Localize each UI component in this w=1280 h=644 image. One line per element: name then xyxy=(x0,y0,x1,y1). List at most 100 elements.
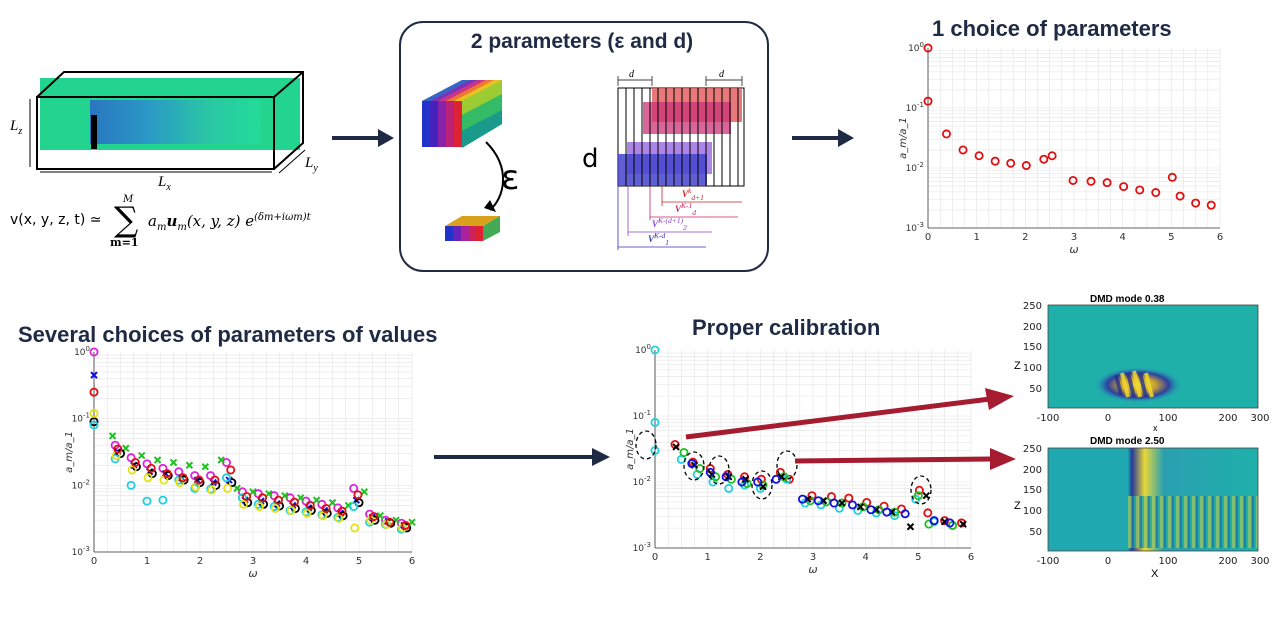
x-tick-label: 1 xyxy=(973,232,979,243)
y-tick-label: 10-1 xyxy=(72,412,90,425)
x-tick-label: 4 xyxy=(1119,232,1125,243)
data-point xyxy=(281,491,289,500)
svg-text:100: 100 xyxy=(1158,556,1177,567)
data-point xyxy=(838,499,846,507)
data-point xyxy=(923,43,933,53)
dmd-mode-plot-1: 250 200 150 100 50 -100 0 100 200 300 xyxy=(1023,301,1270,424)
data-point xyxy=(1021,161,1031,171)
data-point xyxy=(847,500,857,510)
data-point xyxy=(940,516,950,526)
data-point xyxy=(210,475,220,485)
data-point xyxy=(856,503,865,511)
dmd-expansion-formula: v(x, y, z, t) ≃ M ∑ m=1 amum(x, y, z) e(… xyxy=(10,194,311,249)
data-point xyxy=(923,96,933,106)
svg-text:150: 150 xyxy=(1023,342,1042,353)
data-point xyxy=(737,477,747,487)
data-point xyxy=(958,145,968,155)
x-tick-label: 6 xyxy=(968,552,974,563)
svg-text:100: 100 xyxy=(1023,506,1042,517)
data-point xyxy=(1068,175,1078,185)
x-tick-label: 5 xyxy=(1168,232,1174,243)
data-point xyxy=(866,505,876,515)
data-point xyxy=(258,493,268,503)
x-tick-label: 3 xyxy=(250,556,256,567)
data-point xyxy=(724,483,734,493)
colored-slab-small xyxy=(445,216,500,241)
d-dim-right: d xyxy=(719,69,724,80)
data-point xyxy=(249,488,257,496)
data-point xyxy=(844,493,854,503)
data-point xyxy=(829,498,839,508)
data-point xyxy=(687,459,697,469)
obstacle xyxy=(91,115,97,149)
data-point xyxy=(1119,182,1129,192)
data-point xyxy=(813,496,823,506)
data-point xyxy=(126,480,136,490)
data-point xyxy=(328,498,337,507)
data-point xyxy=(1006,158,1016,168)
x-tick-label: 4 xyxy=(303,556,309,567)
epsilon-symbol: ε xyxy=(501,158,520,198)
data-point xyxy=(137,451,146,460)
x-tick-label: 0 xyxy=(91,556,97,567)
svg-text:-100: -100 xyxy=(1037,556,1060,567)
domain-box-diagram xyxy=(29,71,306,174)
dmd2-ylabel: Z xyxy=(1014,500,1021,512)
data-point xyxy=(243,498,253,508)
data-point xyxy=(169,458,178,467)
data-point xyxy=(221,473,231,483)
data-point xyxy=(233,484,241,493)
series-5 xyxy=(89,408,407,533)
data-point xyxy=(349,483,359,493)
data-point xyxy=(89,417,99,427)
data-point xyxy=(914,485,924,495)
data-point xyxy=(1206,200,1216,210)
data-point xyxy=(882,507,892,517)
chart-single-choice: 0 1 2 3 4 5 6 100 10-1 10-2 10-3 ω a_m/a_1 xyxy=(898,41,1223,256)
data-point xyxy=(1086,176,1096,186)
calibration-highlight-circles xyxy=(635,430,932,505)
x-tick-label: 0 xyxy=(652,552,658,563)
data-point xyxy=(922,491,930,500)
data-point xyxy=(753,477,763,487)
x-tick-label: 4 xyxy=(862,552,868,563)
svg-text:200: 200 xyxy=(1023,465,1042,476)
label-lz: Lz xyxy=(10,118,23,137)
x-tick-label: 2 xyxy=(197,556,203,567)
data-point xyxy=(807,491,817,501)
label-ly: Ly xyxy=(305,155,318,174)
dmd2-title: DMD mode 2.50 xyxy=(1090,436,1165,447)
data-point xyxy=(296,494,305,502)
dmd-mode-plot-2: 250 200 150 100 50 -100 0 100 200 300 xyxy=(1023,444,1270,567)
data-point xyxy=(108,432,117,440)
data-point xyxy=(1102,178,1112,188)
data-point xyxy=(226,465,236,475)
data-point xyxy=(990,156,1000,166)
x-tick-label: 2 xyxy=(757,552,763,563)
data-point xyxy=(711,472,721,482)
series-4 xyxy=(89,420,406,534)
data-point xyxy=(337,506,347,516)
y-tick-label: 100 xyxy=(74,345,90,358)
data-point xyxy=(771,474,781,484)
data-point xyxy=(273,495,283,505)
data-point xyxy=(1151,188,1161,198)
y-axis-label: a_m/a_1 xyxy=(898,117,909,159)
data-point xyxy=(185,461,194,469)
data-point xyxy=(672,443,680,451)
axes xyxy=(93,352,412,553)
data-point xyxy=(741,475,750,483)
data-point xyxy=(130,458,140,468)
label-lx: Lx xyxy=(158,174,171,193)
data-point xyxy=(945,518,955,528)
chart-several-choices: 0 1 2 3 4 5 6 100 10-1 10-2 10-3 ω a_m/a_1 xyxy=(64,345,416,580)
data-point xyxy=(127,465,137,475)
arrow-to-parameters xyxy=(332,129,394,147)
arrow-to-plot1 xyxy=(792,129,854,147)
data-point xyxy=(90,371,98,379)
data-point xyxy=(162,469,172,479)
axes xyxy=(927,48,1220,229)
data-point xyxy=(974,151,984,161)
data-point xyxy=(312,496,321,504)
data-point xyxy=(242,491,252,501)
